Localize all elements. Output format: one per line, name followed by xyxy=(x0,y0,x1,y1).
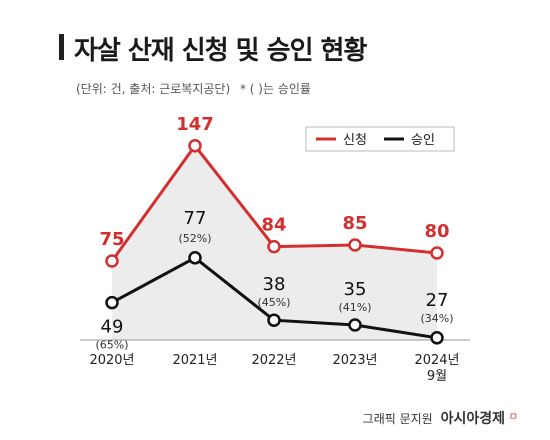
approval-rate-note: * ( )는 승인률 xyxy=(239,82,311,96)
graphic-credit: 그래픽 문지원 아시아경제 ㅁ xyxy=(363,408,518,428)
point-approved-0 xyxy=(105,295,119,310)
point-applied-1 xyxy=(188,139,202,153)
point-approved-1 xyxy=(188,251,202,265)
legend-label-approved: 승인 xyxy=(411,133,435,148)
legend-label-applied: 신청 xyxy=(343,133,367,148)
x-tick-label-3: 2023년 xyxy=(332,353,377,368)
point-applied-0 xyxy=(105,254,119,268)
title-accent-bar xyxy=(59,34,64,60)
data-label-approved-0: 49 xyxy=(101,317,124,338)
brand-mark: ㅁ xyxy=(508,412,518,423)
x-tick-label-0: 2020년 xyxy=(89,353,134,368)
x-tick-label-1: 2021년 xyxy=(172,353,217,368)
x-tick-label-4: 2024년 xyxy=(414,353,459,368)
data-label-applied-0: 75 xyxy=(99,229,124,250)
rate-label-approved-0: (65%) xyxy=(95,339,128,352)
chart-subtitle: (단위: 건, 출처: 근로복지공단) * ( )는 승인률 xyxy=(76,80,311,97)
x-tick-label-4-line2: 9월 xyxy=(427,369,447,384)
publisher-brand: 아시아경제 xyxy=(440,411,505,427)
data-label-applied-3: 85 xyxy=(342,213,367,234)
rate-label-approved-4: (34%) xyxy=(420,312,453,325)
point-applied-2 xyxy=(267,239,281,254)
data-label-approved-3: 35 xyxy=(344,279,367,300)
data-label-applied-2: 84 xyxy=(261,215,286,236)
rate-label-approved-3: (41%) xyxy=(338,301,371,314)
unit-source-note: (단위: 건, 출처: 근로복지공단) xyxy=(76,82,231,96)
point-approved-3 xyxy=(348,318,362,332)
point-applied-3 xyxy=(348,238,362,252)
data-label-approved-2: 38 xyxy=(263,274,286,295)
point-approved-4 xyxy=(430,331,444,345)
chart-title: 자살 산재 신청 및 승인 현황 xyxy=(74,36,367,66)
area-fill xyxy=(112,145,437,340)
point-approved-2 xyxy=(267,313,281,327)
credit-author: 그래픽 문지원 xyxy=(362,412,433,426)
point-applied-4 xyxy=(430,246,444,260)
data-label-applied-4: 80 xyxy=(424,221,449,242)
data-label-approved-1: 77 xyxy=(184,208,207,229)
data-label-applied-1: 147 xyxy=(176,114,214,135)
rate-label-approved-2: (45%) xyxy=(257,296,290,309)
rate-label-approved-1: (52%) xyxy=(178,232,211,245)
x-tick-label-2: 2022년 xyxy=(251,353,296,368)
data-label-approved-4: 27 xyxy=(426,290,449,311)
